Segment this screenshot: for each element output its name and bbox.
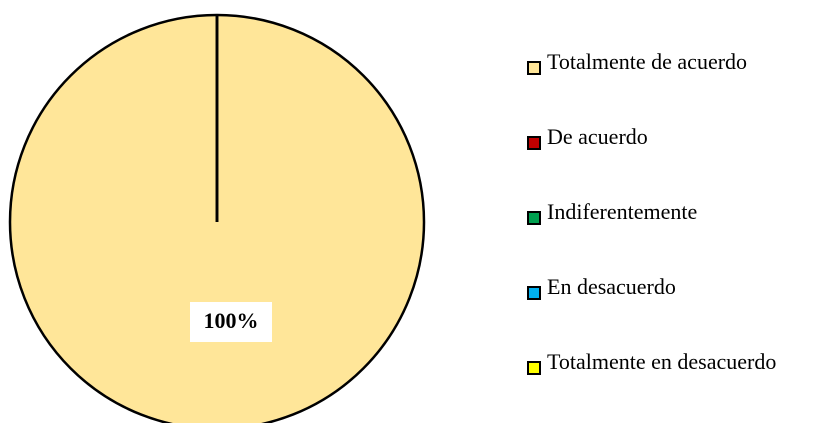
legend-item: Indiferentemente bbox=[527, 199, 815, 277]
data-label: 100% bbox=[204, 308, 259, 333]
legend-label: De acuerdo bbox=[547, 124, 648, 149]
legend-label: Indiferentemente bbox=[547, 199, 698, 224]
legend-swatch bbox=[527, 61, 541, 75]
legend-label: En desacuerdo bbox=[547, 274, 676, 299]
legend-item: En desacuerdo bbox=[527, 274, 815, 352]
legend-item: De acuerdo bbox=[527, 124, 815, 202]
legend-item: Totalmente de acuerdo bbox=[527, 49, 815, 127]
legend-swatch bbox=[527, 136, 541, 150]
data-label-box bbox=[190, 302, 272, 342]
legend-label: Totalmente en desacuerdo bbox=[547, 349, 777, 374]
legend-swatch bbox=[527, 286, 541, 300]
legend: Totalmente de acuerdo De acuerdo Indiferen… bbox=[527, 49, 815, 423]
legend-label: Totalmente de acuerdo bbox=[547, 49, 748, 74]
legend-swatch bbox=[527, 211, 541, 225]
legend-item: Totalmente en desacuerdo bbox=[527, 349, 815, 423]
legend-swatch bbox=[527, 361, 541, 375]
